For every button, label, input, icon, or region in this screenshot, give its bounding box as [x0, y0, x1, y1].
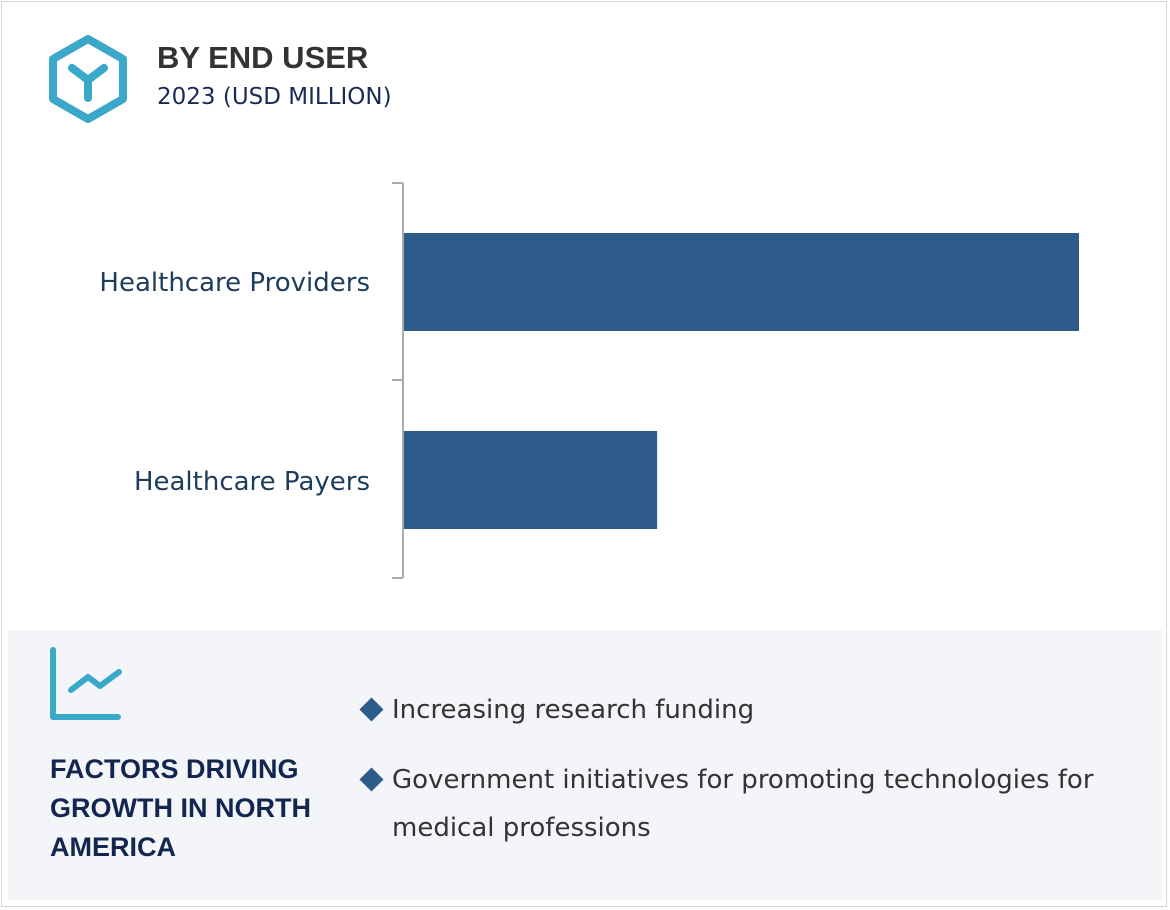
category-axis [392, 182, 404, 579]
diamond-bullet-icon [359, 697, 384, 722]
factors-list: Increasing research funding Government i… [358, 686, 1148, 874]
factor-item: Increasing research funding [358, 686, 1148, 734]
diamond-bullet-icon [359, 767, 384, 792]
factor-text: Government initiatives for promoting tec… [392, 765, 1094, 843]
factor-item: Government initiatives for promoting tec… [358, 756, 1148, 852]
factor-text: Increasing research funding [392, 695, 755, 725]
bar-chart: Healthcare Providers Healthcare Payers [99, 182, 1079, 579]
factors-panel: FACTORS DRIVING GROWTH IN NORTH AMERICA … [8, 630, 1162, 900]
chart-title: BY END USER [157, 40, 369, 75]
line-chart-icon [50, 647, 122, 720]
category-label-payers: Healthcare Payers [134, 467, 370, 497]
category-label-providers: Healthcare Providers [99, 268, 370, 298]
bar-healthcare-payers [404, 431, 658, 529]
factors-title: FACTORS DRIVING GROWTH IN NORTH AMERICA [50, 754, 311, 862]
bar-healthcare-providers [404, 233, 1079, 331]
chart-subtitle: 2023 (USD MILLION) [157, 84, 392, 110]
hexagon-y-icon [49, 35, 127, 123]
